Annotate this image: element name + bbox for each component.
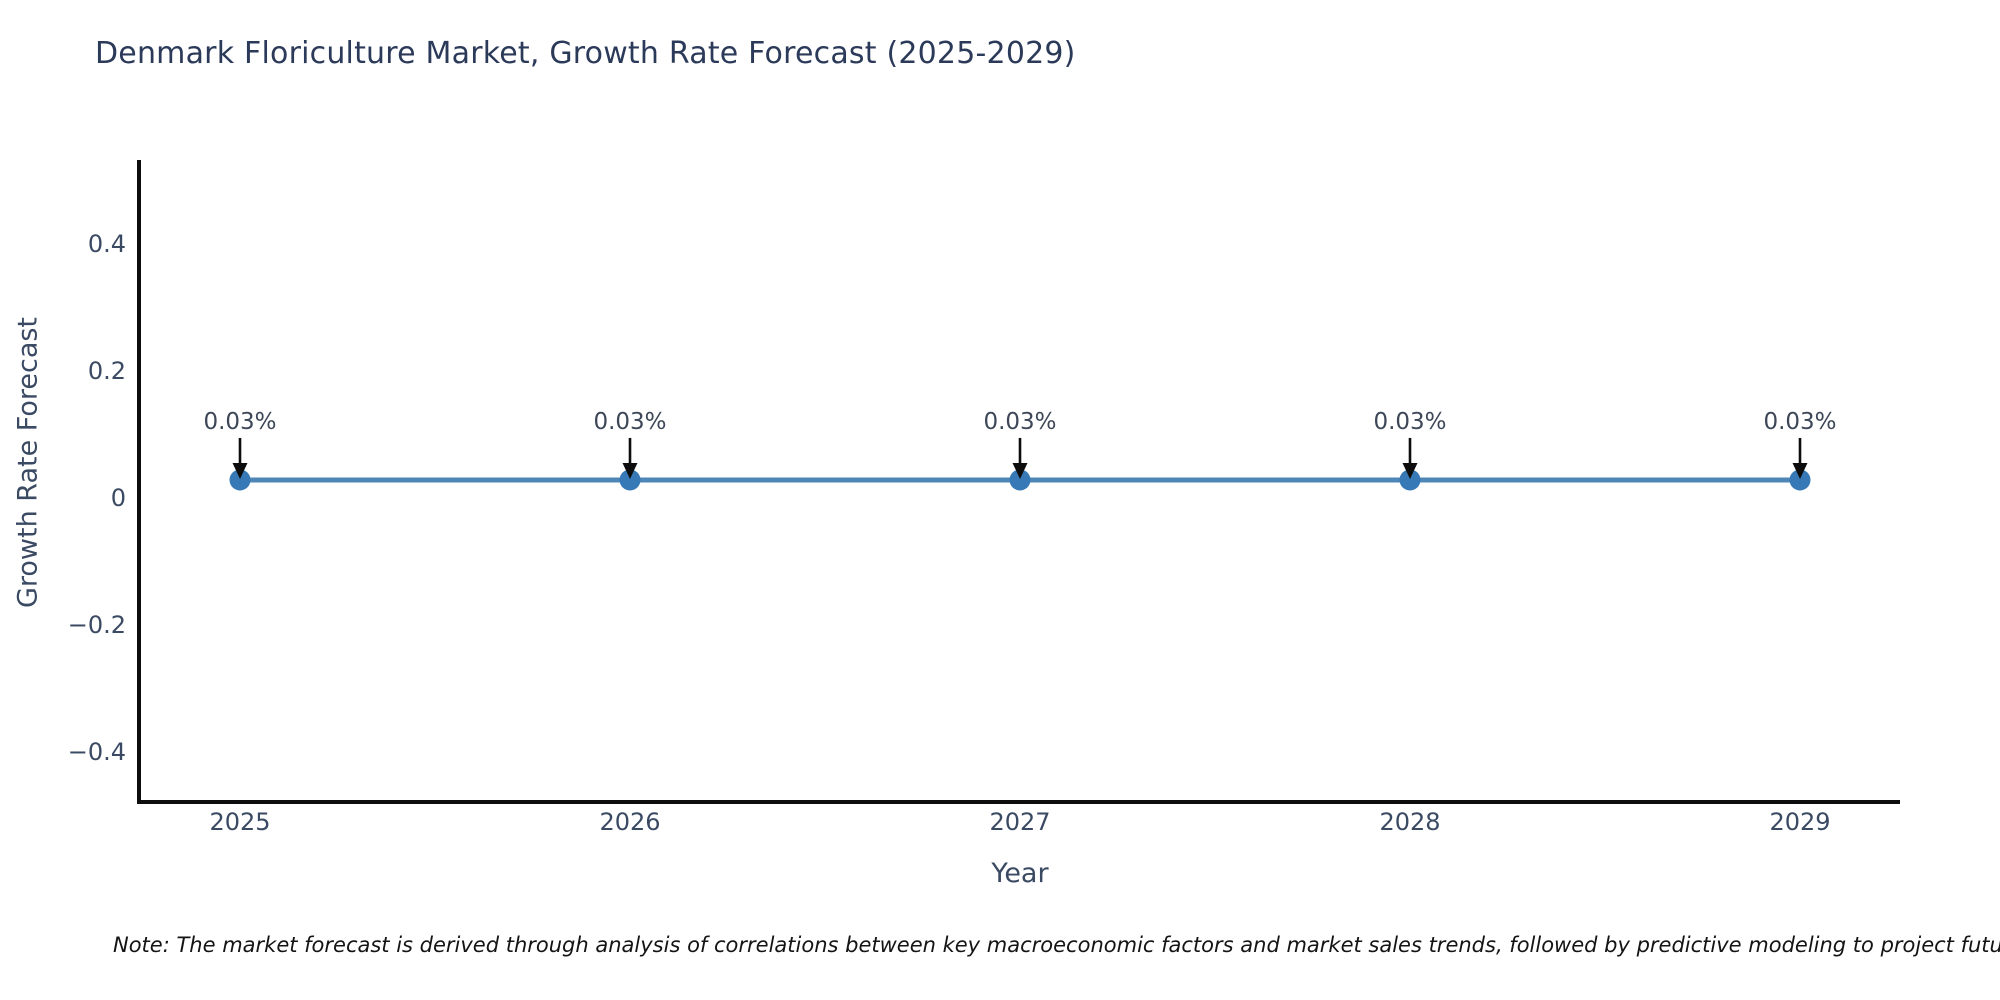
footnote: Note: The market forecast is derived thr… (113, 933, 2000, 957)
y-tick-label: −0.4 (67, 738, 126, 766)
plot-area (137, 160, 1900, 804)
x-axis-title: Year (991, 858, 1049, 889)
x-tick-label: 2027 (989, 808, 1051, 836)
x-tick-label: 2028 (1379, 808, 1441, 836)
y-tick-label: −0.2 (67, 611, 126, 639)
y-axis-title: Growth Rate Forecast (12, 316, 44, 609)
chart-title: Denmark Floriculture Market, Growth Rate… (95, 36, 1076, 71)
x-tick-label: 2026 (599, 808, 661, 836)
y-tick-label: 0 (110, 484, 126, 512)
x-tick-label: 2025 (209, 808, 271, 836)
y-tick-label: 0.2 (87, 357, 126, 385)
x-tick-label: 2029 (1769, 808, 1831, 836)
y-tick-label: 0.4 (87, 230, 126, 258)
